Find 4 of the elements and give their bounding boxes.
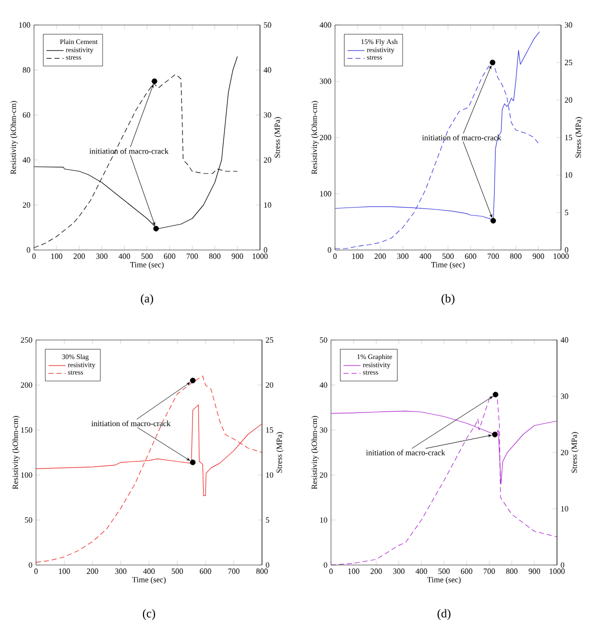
text: (c) [142, 609, 156, 620]
text: (a) [140, 294, 154, 305]
text: (b) [442, 294, 454, 305]
text: (d) [438, 609, 450, 620]
